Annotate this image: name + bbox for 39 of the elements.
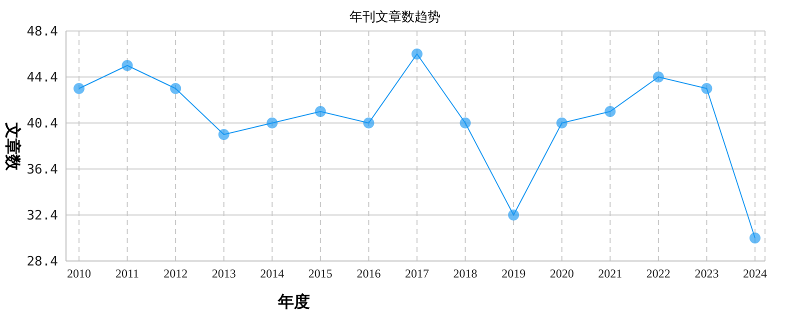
point <box>412 48 422 60</box>
x-tick-label: 2024 <box>743 266 767 281</box>
x-tick-label: 2019 <box>502 266 526 281</box>
y-tick-label: 28.4 <box>26 254 58 270</box>
x-tick-label: 2020 <box>550 266 574 281</box>
x-tick-label: 2016 <box>356 266 381 281</box>
point <box>750 232 760 244</box>
x-tick-label: 2018 <box>453 266 478 281</box>
point <box>266 118 278 128</box>
point <box>74 83 84 94</box>
x-tick-label: 2012 <box>164 266 188 281</box>
point <box>363 118 374 128</box>
y-tick-label: 36.4 <box>26 162 58 178</box>
point <box>314 106 326 117</box>
point <box>218 129 230 140</box>
point <box>170 83 182 94</box>
x-tick-label: 2015 <box>308 266 332 281</box>
point <box>122 60 133 71</box>
y-tick-label: 48.4 <box>26 24 58 40</box>
x-axis-title: 年度 <box>278 292 310 313</box>
chart-title: 年刊文章数趋势 <box>348 8 442 26</box>
x-tick-label: 2013 <box>212 266 236 281</box>
y-tick-label: 32.4 <box>26 208 58 224</box>
x-tick-label: 2014 <box>260 266 284 281</box>
x-tick-label: 2017 <box>405 266 429 281</box>
y-tick-label: 40.4 <box>26 116 58 132</box>
point <box>508 210 520 220</box>
point <box>556 118 568 128</box>
y-tick-label: 44.4 <box>26 70 58 86</box>
point <box>701 83 712 94</box>
y-axis-title: 文章数 <box>2 122 22 172</box>
x-tick-label: 2022 <box>646 266 670 281</box>
x-tick-label: 2021 <box>598 266 622 281</box>
point <box>652 72 664 82</box>
point <box>460 118 471 128</box>
x-tick-label: 2011 <box>116 266 140 281</box>
point <box>604 106 616 117</box>
x-tick-label: 2010 <box>67 266 91 281</box>
x-tick-label: 2023 <box>694 266 719 281</box>
